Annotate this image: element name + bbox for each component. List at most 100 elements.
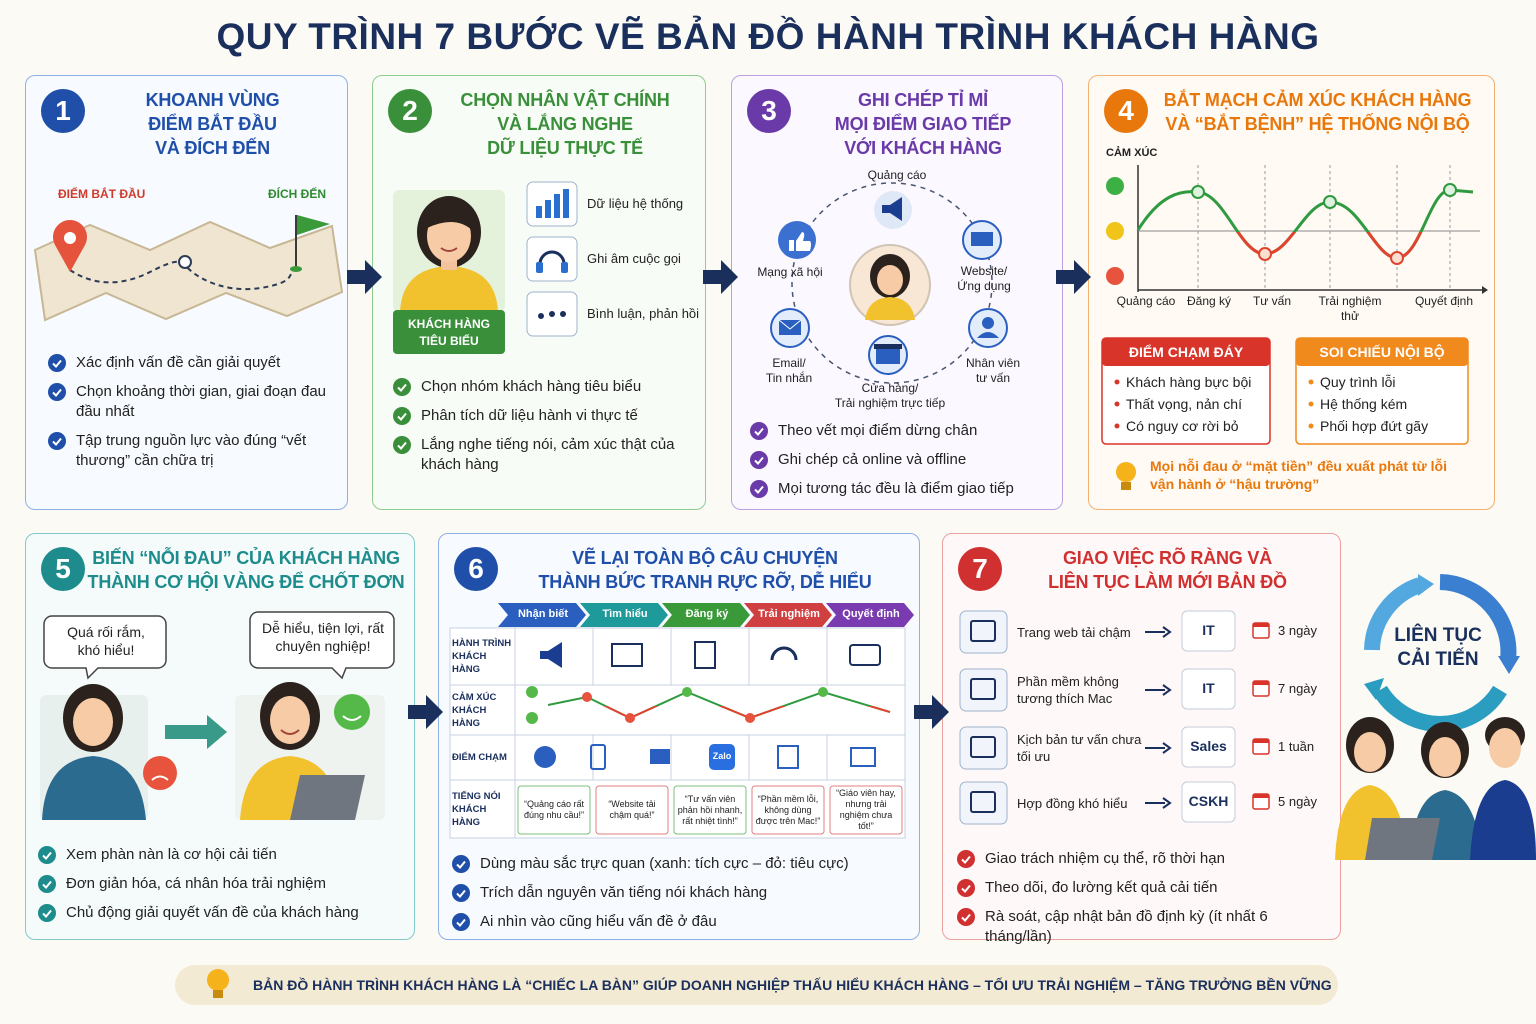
path-shape — [865, 297, 915, 320]
circle-shape — [452, 913, 470, 931]
path-shape — [914, 695, 949, 729]
quote-text: “Website tải chậm quá!” — [608, 799, 656, 820]
circle-shape — [526, 686, 538, 698]
circle-shape — [750, 480, 768, 498]
rect-shape — [850, 747, 876, 767]
channel-label: Cửa hàng/ — [861, 381, 919, 395]
source-glyphs — [536, 189, 569, 319]
task-issue: Phần mềm không tương thích Mac — [1017, 674, 1119, 706]
step-title: GHI CHÉP TỈ MỈ — [858, 90, 988, 110]
circle-shape — [48, 383, 66, 401]
circle-shape — [452, 855, 470, 873]
stage-label: Đăng ký — [1186, 294, 1232, 308]
path-shape — [165, 715, 227, 749]
emotion-axis-label: CẢM XÚC — [1106, 147, 1158, 159]
step-number: 5 — [41, 547, 85, 591]
stage-label: Quảng cáo — [1116, 294, 1176, 308]
bullet-text: Tập trung nguồn lực vào đúng “vết thương… — [76, 432, 307, 469]
panel-bullet — [1308, 401, 1314, 407]
bullet-text: Đơn giản hóa, cá nhân hóa trải nghiệm — [66, 875, 327, 892]
bullet-item: Theo vết mọi điểm dừng chân — [750, 421, 1053, 441]
step-title: THÀNH CƠ HỘI VÀNG ĐỂ CHỐT ĐƠN — [87, 572, 405, 592]
circle-shape — [48, 432, 66, 450]
footer-text: BẢN ĐỒ HÀNH TRÌNH KHÁCH HÀNG LÀ “CHIẾC L… — [253, 977, 1332, 993]
bullet-list: Giao trách nhiệm cụ thể, rõ thời hạn Theo… — [957, 849, 1331, 947]
bullet-text: Rà soát, cập nhật bản đồ định kỳ (ít nhấ… — [985, 908, 1268, 945]
rect-shape — [709, 744, 735, 770]
rect-shape — [777, 745, 799, 769]
step-title: VÀ “BẮT BỆNH” HỆ THỐNG NỘI BỘ — [1165, 114, 1470, 134]
channel-label: Nhân viên — [965, 356, 1021, 370]
path-shape — [456, 918, 466, 927]
circle-shape — [1106, 177, 1124, 195]
bullet-text: Mọi tương tác đều là điểm giao tiếp — [778, 480, 1014, 497]
bullet-item: Ai nhìn vào cũng hiểu vấn đề ở đâu — [452, 912, 910, 932]
check-icon — [957, 850, 975, 868]
path-shape — [977, 332, 999, 338]
rect-shape — [393, 310, 505, 354]
bullet-item: Xem phàn nàn là cơ hội cải tiến — [38, 845, 405, 865]
ellipse-shape — [270, 696, 310, 744]
quote-box — [829, 785, 903, 835]
stage-label: Tư vấn — [1252, 294, 1292, 308]
path-shape — [540, 642, 562, 668]
insight-note: Mọi nỗi đau ở “mặt tiền” đều xuất phát t… — [1150, 458, 1447, 492]
bullet-list: Chọn nhóm khách hàng tiêu biểu Phân tích … — [393, 377, 696, 475]
step-title: LIÊN TỤC LÀM MỚI BẢN ĐỒ — [1048, 572, 1287, 592]
bullet-item: Giao trách nhiệm cụ thể, rõ thời hạn — [957, 849, 1331, 869]
rect-shape — [779, 320, 801, 335]
quote-text: “Tư vấn viên phản hồi nhanh, rất nhiệt t… — [677, 793, 743, 826]
channel-label: Mạng xã hội — [757, 265, 823, 279]
rect-shape — [849, 644, 881, 666]
check-icon — [957, 908, 975, 926]
path-shape — [440, 247, 458, 252]
bullet-item: Dùng màu sắc trực quan (xanh: tích cực –… — [452, 854, 910, 874]
path-shape — [1056, 260, 1091, 294]
rect-shape — [611, 643, 643, 667]
step-title: VÀ LẮNG NGHE — [497, 114, 633, 134]
step-title: VÀ ĐÍCH ĐẾN — [155, 138, 270, 158]
bullet-text: Theo dõi, đo lường kết quả cải tiến — [985, 879, 1218, 896]
panel-bullet — [1308, 379, 1314, 385]
bullet-text: Theo vết mọi điểm dừng chân — [778, 422, 978, 439]
bullet-text: Ghi chép cả online và offline — [778, 451, 967, 468]
stage-label: Đăng ký — [685, 608, 729, 620]
panel-bullet — [1114, 379, 1120, 385]
path-shape — [52, 388, 62, 397]
persona-illustration — [393, 190, 505, 354]
bullet-item: Mọi tương tác đều là điểm giao tiếp — [750, 479, 1053, 499]
check-icon — [48, 432, 66, 450]
rect-shape — [561, 262, 568, 273]
check-icon — [38, 904, 56, 922]
stage-chevron — [662, 603, 750, 627]
stage-label: Trải nghiệm — [758, 608, 820, 620]
circle-shape — [452, 884, 470, 902]
channel-label: Website/ — [960, 264, 1008, 278]
task-icon-glyph — [970, 736, 996, 758]
bullet-item: Tập trung nguồn lực vào đúng “vết thương… — [48, 431, 338, 471]
path-shape — [1364, 577, 1423, 651]
circle-shape — [957, 879, 975, 897]
rect-shape — [650, 749, 670, 764]
calendar-top — [1253, 739, 1269, 743]
step-number: 2 — [388, 89, 432, 133]
circle-shape — [745, 713, 755, 723]
check-icon — [750, 422, 768, 440]
check-icon — [750, 480, 768, 498]
path-shape — [397, 441, 407, 450]
bullet-item: Ghi chép cả online và offline — [750, 450, 1053, 470]
bullet-item: Chọn nhóm khách hàng tiêu biểu — [393, 377, 696, 397]
bullet-list: Theo vết mọi điểm dừng chân Ghi chép cả o… — [750, 421, 1053, 499]
circle-shape — [143, 756, 177, 790]
circle-shape — [750, 451, 768, 469]
path-shape — [43, 615, 167, 680]
panel-title: ĐIỂM CHẠM ĐÁY — [1128, 344, 1244, 360]
step-title: BẮT MẠCH CẢM XÚC KHÁCH HÀNG — [1163, 90, 1472, 110]
transformation-illustration — [40, 611, 395, 820]
task-arrow-head — [1162, 684, 1172, 696]
quote-box — [517, 785, 591, 835]
rect-shape — [563, 189, 569, 218]
task-deadline: 5 ngày — [1278, 794, 1318, 809]
rect-shape — [554, 194, 560, 218]
